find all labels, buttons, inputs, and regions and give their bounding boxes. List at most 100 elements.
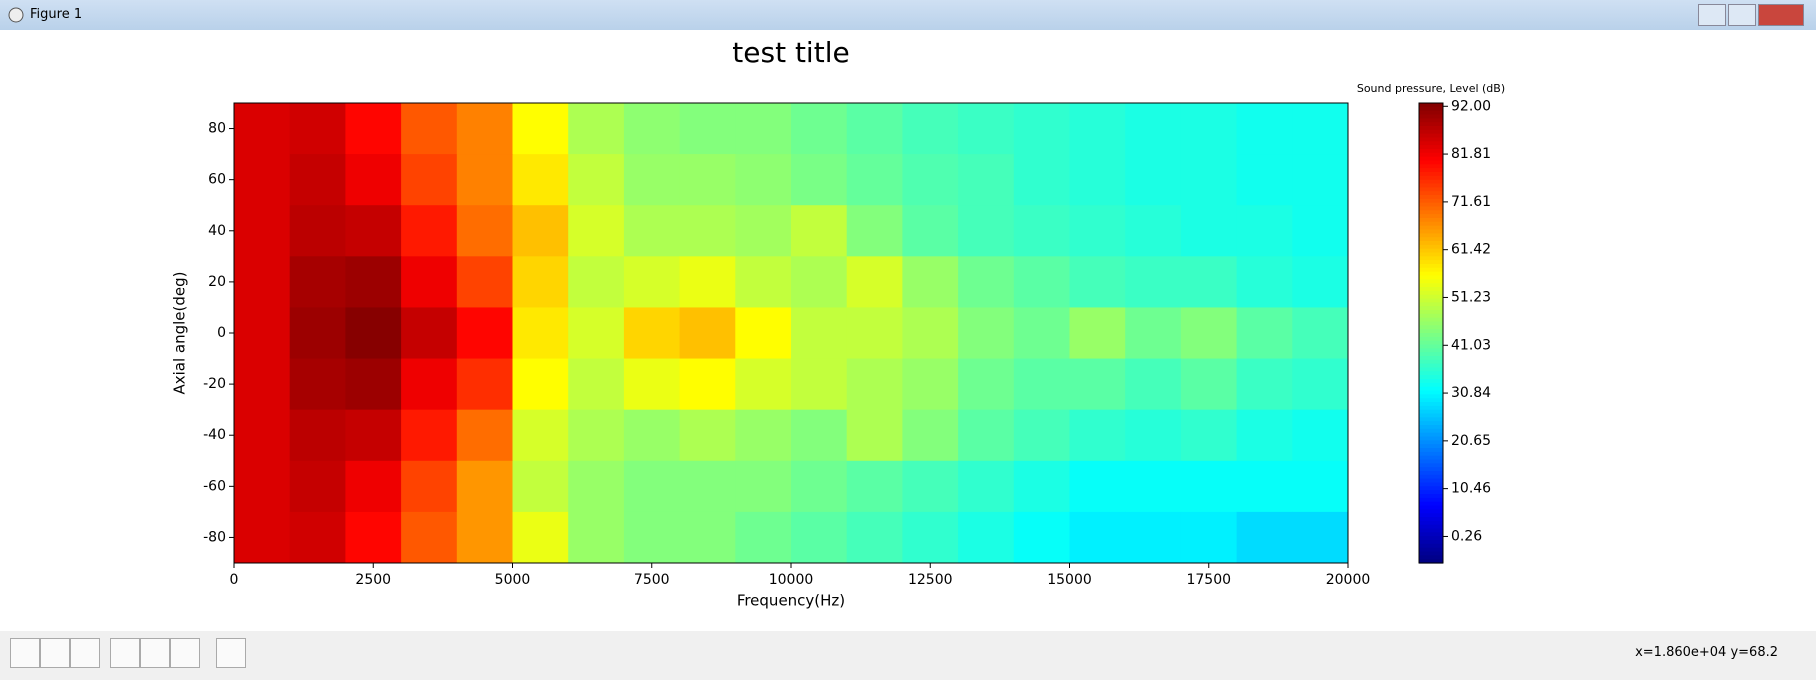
heat-cell (345, 307, 402, 360)
heat-cell (289, 460, 346, 513)
heat-cell (1180, 154, 1238, 206)
colorbar-segment (1419, 271, 1443, 277)
colorbar-segment (1419, 409, 1443, 415)
colorbar-tick-label: 61.42 (1451, 242, 1491, 258)
pan-button[interactable] (110, 638, 140, 668)
heat-cell (679, 358, 736, 411)
heat-cell (1125, 256, 1182, 308)
colorbar-segment (1419, 317, 1443, 323)
colorbar-segment (1419, 195, 1443, 200)
heat-cell (1013, 460, 1070, 513)
heat-cell (1292, 307, 1349, 360)
heat-cell (958, 205, 1015, 257)
heat-cell (623, 460, 681, 513)
heat-cell (289, 205, 346, 257)
heat-cell (289, 409, 346, 462)
heat-cell (1292, 358, 1349, 411)
colorbar-segment (1419, 467, 1443, 472)
heat-cell (234, 205, 291, 257)
x-tick-label: 20000 (1326, 572, 1371, 588)
heat-cell (623, 103, 681, 155)
colorbar-segment (1419, 425, 1443, 430)
heat-cell (512, 460, 569, 513)
heat-cell (735, 307, 792, 360)
colorbar-tick-label: 10.46 (1451, 481, 1491, 497)
heat-cell (902, 103, 959, 155)
heat-cell (456, 307, 513, 360)
heat-cell (401, 103, 458, 155)
colorbar-segment (1419, 172, 1443, 177)
x-axis-label: Frequency(Hz) (737, 592, 845, 610)
heat-cell (1013, 103, 1070, 155)
heat-cell (791, 409, 848, 462)
heat-cell (1292, 205, 1349, 257)
colorbar-segment (1419, 382, 1443, 388)
colorbar-segment (1419, 440, 1443, 445)
heat-cell (791, 205, 848, 257)
heat-cell (902, 307, 959, 360)
colorbar-segment (1419, 287, 1443, 292)
heat-cell (512, 103, 569, 155)
colorbar-segment (1419, 405, 1443, 411)
heat-cell (1180, 205, 1238, 257)
heat-cell (568, 358, 625, 411)
heat-cell (456, 103, 513, 155)
forward-button[interactable] (70, 638, 100, 668)
x-tick-label: 2500 (355, 572, 391, 588)
heat-cell (568, 511, 625, 564)
colorbar-segment (1419, 329, 1443, 334)
colorbar-segment (1419, 275, 1443, 280)
heat-cell (791, 358, 848, 411)
colorbar-tick-label: 30.84 (1451, 385, 1491, 401)
colorbar-segment (1419, 118, 1443, 123)
heat-cell (679, 154, 736, 206)
colorbar-segment (1419, 459, 1443, 464)
heat-cell (512, 358, 569, 411)
colorbar-segment (1419, 264, 1443, 269)
maximize-button[interactable] (1728, 4, 1756, 26)
colorbar-segment (1419, 398, 1443, 403)
heat-cell (345, 103, 402, 155)
heat-cell (568, 307, 625, 360)
colorbar-segment (1419, 191, 1443, 196)
colorbar-segment (1419, 336, 1443, 342)
heat-cell (1013, 307, 1070, 360)
minimize-button[interactable] (1698, 4, 1726, 26)
colorbar-segment (1419, 451, 1443, 457)
colorbar-tick-label: 51.23 (1451, 289, 1491, 305)
heat-cell (623, 409, 681, 462)
colorbar-segment (1419, 509, 1443, 514)
heat-cell (735, 511, 792, 564)
colorbar-segment (1419, 505, 1443, 510)
heat-cell (1125, 511, 1182, 564)
home-button[interactable] (10, 638, 40, 668)
colorbar-segment (1419, 260, 1443, 265)
colorbar-segment (1419, 114, 1443, 119)
y-tick-label: -40 (203, 427, 226, 443)
save-button[interactable] (216, 638, 246, 668)
zoom-button[interactable] (140, 638, 170, 668)
heat-cell (791, 511, 848, 564)
heat-cell (1292, 409, 1349, 462)
heat-cell (791, 154, 848, 206)
heat-cell (846, 154, 903, 206)
toolbar: x=1.860e+04 y=68.2 (0, 631, 1816, 680)
back-button[interactable] (40, 638, 70, 668)
heat-cell (1125, 154, 1182, 206)
heat-cell (1013, 256, 1070, 308)
heat-cell (289, 307, 346, 360)
heat-cell (1236, 409, 1293, 462)
heat-cell (1180, 256, 1238, 308)
heat-cell (568, 154, 625, 206)
configure-button[interactable] (170, 638, 200, 668)
heat-cell (401, 307, 458, 360)
heat-cell (679, 511, 736, 564)
colorbar-segment (1419, 126, 1443, 131)
close-button[interactable] (1758, 4, 1804, 26)
y-tick-label: 0 (217, 325, 226, 341)
heat-cell (1069, 511, 1126, 564)
heat-cell (1069, 154, 1126, 206)
colorbar-segment (1419, 149, 1443, 154)
heat-cell (958, 103, 1015, 155)
heat-cell (401, 256, 458, 308)
